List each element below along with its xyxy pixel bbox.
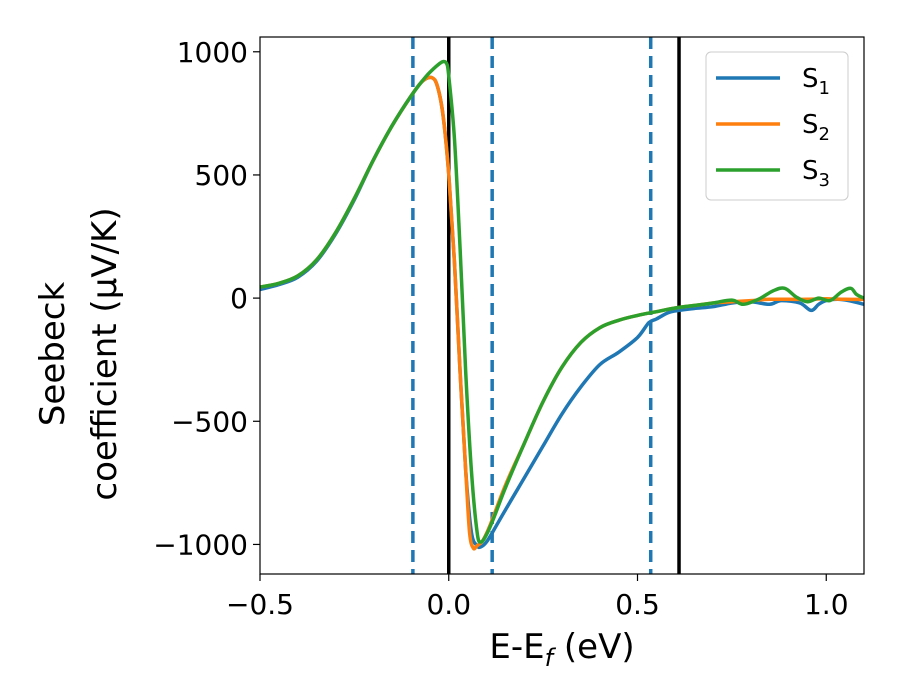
x-tick-label: −0.5 xyxy=(226,588,294,621)
y-tick-label: −500 xyxy=(171,405,248,438)
y-axis-label-line2: coefficient (μV/K) xyxy=(85,207,125,500)
legend-label-s2: S2 xyxy=(802,110,830,145)
legend-label-s3: S3 xyxy=(802,156,830,191)
y-tick-label: 500 xyxy=(195,159,248,192)
y-axis: −1000 −500 0 500 1000 xyxy=(153,36,260,561)
x-axis-label-prefix: E-E xyxy=(489,627,544,667)
plot-frame xyxy=(259,36,865,575)
x-tick-label: 0.5 xyxy=(615,588,660,621)
x-axis-label: E-Ef (eV) xyxy=(489,627,634,672)
y-tick-label: 1000 xyxy=(177,36,248,69)
y-tick-label: 0 xyxy=(230,282,248,315)
y-tick-label: −1000 xyxy=(153,528,248,561)
x-axis: −0.5 0.0 0.5 1.0 xyxy=(226,574,849,621)
legend-label-s1: S1 xyxy=(802,64,830,99)
y-axis-label: Seebeck coefficient (μV/K) xyxy=(33,207,125,500)
x-axis-label-suffix: (eV) xyxy=(553,627,635,667)
reference-lines xyxy=(411,37,681,574)
y-axis-label-line1: Seebeck xyxy=(33,282,73,427)
x-tick-label: 0.0 xyxy=(426,588,471,621)
series-group xyxy=(260,59,864,551)
legend-box xyxy=(705,51,849,201)
series-line-s3 xyxy=(260,59,864,544)
x-tick-label: 1.0 xyxy=(804,588,849,621)
legend: S1 S2 S3 xyxy=(705,51,849,201)
